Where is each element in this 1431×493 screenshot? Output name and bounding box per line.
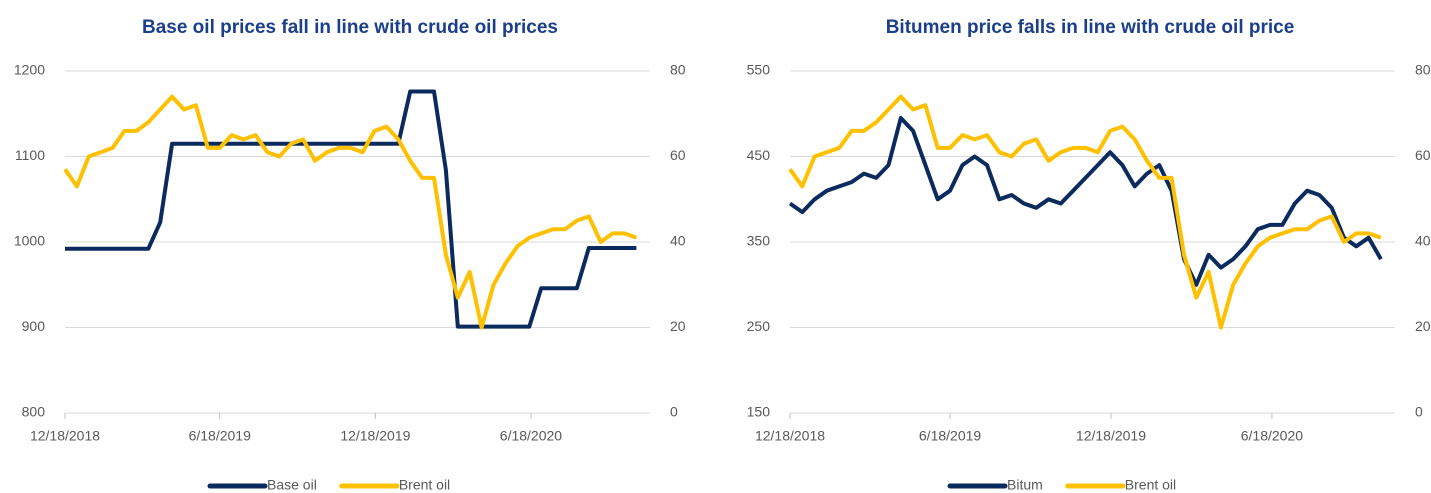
y-tick-label: 1200 (14, 62, 45, 78)
y-tick-label: 350 (747, 233, 771, 249)
legend-label: Brent oil (1125, 477, 1176, 493)
y2-tick-label: 60 (670, 147, 686, 163)
x-tick-label: 6/18/2020 (500, 428, 562, 444)
chart-title: Bitumen price falls in line with crude o… (886, 17, 1295, 38)
y-tick-label: 1000 (14, 233, 45, 249)
y-tick-label: 250 (747, 318, 771, 334)
y2-tick-label: 0 (670, 404, 678, 420)
x-tick-label: 6/18/2019 (919, 428, 981, 444)
y2-tick-label: 80 (670, 62, 686, 78)
legend-label: Brent oil (399, 477, 450, 493)
x-tick-label: 12/18/2019 (340, 428, 410, 444)
y-tick-label: 550 (747, 62, 771, 78)
series-line (65, 89, 637, 329)
y2-tick-label: 20 (1415, 318, 1431, 334)
x-tick-label: 12/18/2019 (1076, 428, 1146, 444)
y-tick-label: 450 (747, 147, 771, 163)
y2-tick-label: 60 (1415, 147, 1431, 163)
x-tick-label: 12/18/2018 (755, 428, 825, 444)
y2-tick-label: 40 (1415, 233, 1431, 249)
y-tick-label: 800 (22, 404, 46, 420)
legend-label: Base oil (267, 477, 317, 493)
series-line (63, 94, 638, 330)
legend-label: Bitum (1007, 477, 1043, 493)
y-tick-label: 150 (747, 404, 771, 420)
y2-tick-label: 0 (1415, 404, 1423, 420)
y2-tick-label: 80 (1415, 62, 1431, 78)
y-tick-label: 900 (22, 318, 46, 334)
series-line (788, 94, 1382, 330)
x-tick-label: 12/18/2018 (30, 428, 100, 444)
y-tick-label: 1100 (15, 147, 45, 163)
y2-tick-label: 40 (670, 233, 686, 249)
x-tick-label: 6/18/2020 (1241, 428, 1303, 444)
y2-tick-label: 20 (670, 318, 686, 334)
chart-title: Base oil prices fall in line with crude … (142, 17, 558, 38)
x-tick-label: 6/18/2019 (189, 428, 251, 444)
series-line (788, 116, 1383, 287)
